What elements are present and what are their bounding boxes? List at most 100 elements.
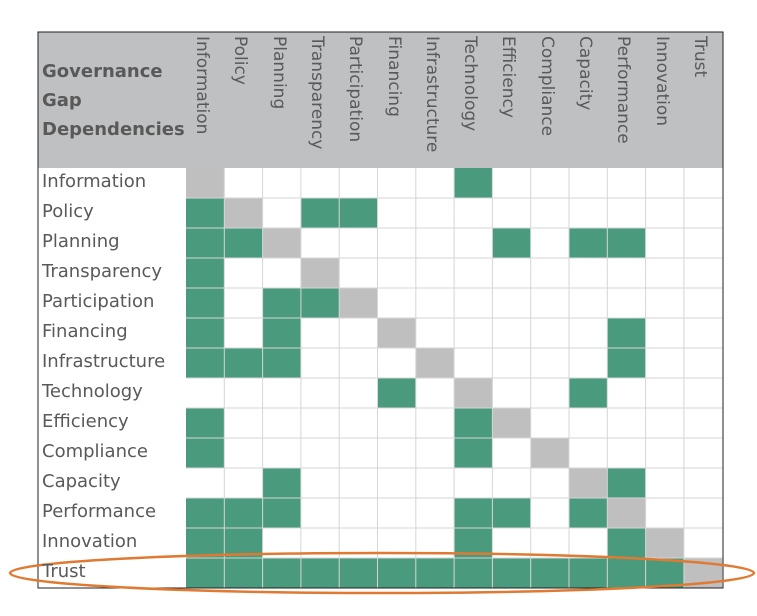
column-label-text: Technology [460,36,481,132]
matrix-cell [607,288,646,318]
row-label: Trust [42,561,86,582]
matrix-cell [454,198,493,228]
matrix-cell [645,288,684,318]
matrix-cell [569,348,608,378]
dependency-cell [607,348,646,378]
matrix-cell [377,348,416,378]
column-label-text: Participation [345,36,366,143]
matrix-cell [530,318,569,348]
matrix-cell [415,318,455,348]
matrix-cell [607,408,646,438]
title-line-2: Gap [42,90,82,111]
dependency-cell [186,348,225,378]
dependency-cell [569,378,608,408]
matrix-cell [300,498,340,528]
matrix-cell [377,258,416,288]
dependency-cell [186,288,225,318]
matrix-cell [454,348,493,378]
dependency-cell [492,228,531,258]
matrix-cell [492,348,531,378]
dependency-cell [262,468,301,498]
dependency-cell [454,558,493,588]
matrix-cell [492,438,531,468]
row-label: Performance [42,501,157,522]
matrix-cell [339,378,378,408]
column-label: Transparency [305,36,335,176]
diagonal-cell [186,168,225,198]
row-label: Capacity [42,471,121,492]
matrix-cell [492,318,531,348]
matrix-cell [377,408,416,438]
column-label-text: Innovation [651,36,672,127]
dependency-cell [262,318,301,348]
column-label: Technology [458,36,488,176]
column-label-text: Trust [689,36,710,78]
column-label: Participation [343,36,373,176]
dependency-cell [186,198,225,228]
column-label: Infrastructure [420,36,450,176]
matrix-cell [607,198,646,228]
diagonal-cell [300,258,340,288]
matrix-cell [262,408,301,438]
matrix-cell [415,468,455,498]
row-label: Financing [42,321,128,342]
column-label-text: Financing [383,36,404,117]
dependency-cell [262,558,301,588]
matrix-cell [224,168,263,198]
diagonal-cell [415,348,455,378]
dependency-cell [186,558,225,588]
matrix-cell [377,498,416,528]
matrix-cell [224,468,263,498]
matrix-cell [530,348,569,378]
dependency-cell [607,468,646,498]
row-label: Innovation [42,531,138,552]
matrix-cell [415,498,455,528]
dependency-cell [262,498,301,528]
dependency-cell [569,558,608,588]
row-label: Information [42,171,147,192]
diagonal-cell [262,228,301,258]
matrix-cell [492,168,531,198]
matrix-cell [569,438,608,468]
dependency-cell [607,528,646,558]
matrix-cell [262,258,301,288]
dependency-cell [224,558,263,588]
matrix-cell [530,408,569,438]
diagonal-cell [607,498,646,528]
matrix-cell [339,438,378,468]
dependency-cell [186,528,225,558]
matrix-cell [339,168,378,198]
matrix-cell [683,438,723,468]
dependency-cell [300,198,340,228]
chart-frame [37,31,724,589]
dependency-cell [339,558,378,588]
matrix-cell [607,438,646,468]
diagonal-cell [339,288,378,318]
matrix-cell [683,528,723,558]
matrix-cell [339,228,378,258]
column-label-text: Information [192,36,212,135]
diagonal-cell [454,378,493,408]
matrix-cell [683,288,723,318]
column-label-text: Transparency [306,36,327,150]
column-label: Planning [267,36,297,176]
column-label: Compliance [535,36,565,176]
diagonal-cell [645,528,684,558]
column-label-text: Efficiency [498,36,519,118]
matrix-cell [415,228,455,258]
dependency-cell [377,378,416,408]
matrix-cell [645,258,684,288]
matrix-cell [492,378,531,408]
dependency-cell [492,558,531,588]
matrix-cell [683,168,723,198]
dependency-cell [569,228,608,258]
title-line-3: Dependencies [42,119,185,140]
row-label: Transparency [42,261,163,282]
matrix-cell [300,228,340,258]
matrix-cell [224,288,263,318]
matrix-cell [377,228,416,258]
column-label-text: Policy [230,36,251,85]
column-label-text: Infrastructure [421,36,442,153]
matrix-cell [339,498,378,528]
matrix-cell [300,318,340,348]
